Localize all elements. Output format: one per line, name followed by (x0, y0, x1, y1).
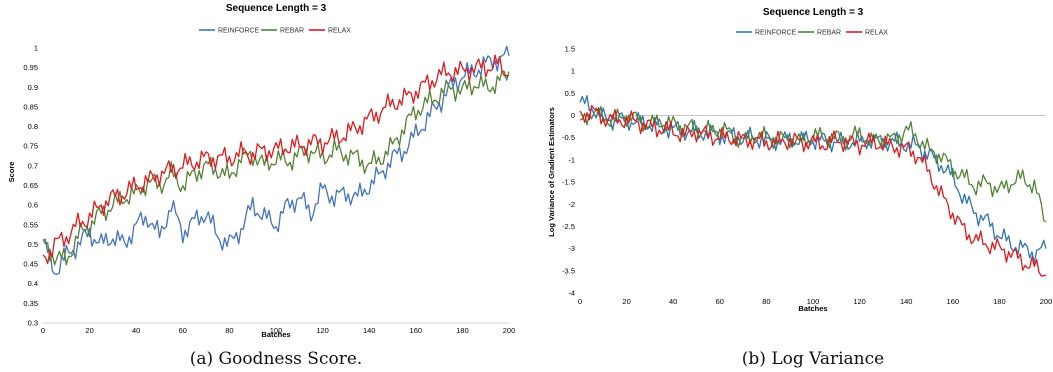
x-tick-label: 200 (503, 326, 516, 335)
x-tick-label: 160 (410, 326, 423, 335)
x-tick-label: 200 (1040, 297, 1053, 306)
y-tick-label: -2 (568, 200, 575, 209)
y-tick-label: -1 (568, 155, 575, 164)
y-tick-label: 1 (34, 44, 38, 53)
x-tick-label: 60 (179, 326, 187, 335)
x-tick-label: 100 (807, 297, 820, 306)
x-tick-label: 20 (622, 297, 630, 306)
series-line-relax (42, 54, 510, 265)
series-line-reinforce (42, 45, 510, 275)
y-tick-label: -4 (568, 289, 575, 298)
y-tick-labels: -4 -3.5 -3 -2.5 -2 -1.5 -1 -0.5 0 0.5 1 1.5 (562, 45, 575, 298)
y-tick-label: -2.5 (562, 222, 575, 231)
y-tick-label: -3 (568, 244, 575, 253)
chart-title: Sequence Length = 3 (763, 7, 864, 18)
legend: REINFORCE REBAR RELAX (736, 30, 888, 37)
series-line-rebar (42, 70, 510, 266)
x-tick-labels: 0 20 40 60 80 100 120 140 160 180 200 (578, 297, 1052, 306)
x-tick-label: 140 (900, 297, 913, 306)
y-tick-label: 0.3 (28, 319, 38, 328)
y-tick-label: 0.5 (28, 240, 38, 249)
x-tick-label: 160 (947, 297, 960, 306)
y-axis-label: Score (7, 162, 16, 183)
legend-reinforce-label: REINFORCE (755, 30, 797, 37)
y-tick-label: 0.75 (23, 142, 38, 151)
y-tick-label: 0.95 (23, 63, 38, 72)
y-tick-label: 1 (571, 67, 575, 76)
x-tick-label: 0 (41, 326, 45, 335)
x-tick-label: 60 (716, 297, 724, 306)
legend-reinforce-label: REINFORCE (218, 28, 260, 35)
y-tick-labels: 0.3 0.35 0.4 0.45 0.5 0.55 0.6 0.65 0.7 0.75 0.8 0.… (23, 44, 38, 328)
series-line-reinforce (579, 95, 1047, 264)
y-tick-label: 0.55 (23, 220, 38, 229)
y-tick-label: -3.5 (562, 266, 575, 275)
y-tick-label: 0.7 (28, 161, 38, 170)
y-axis-label: Log Variance of Gradient Estimators (547, 107, 556, 237)
x-tick-label: 20 (85, 326, 93, 335)
chart-goodness-score: Sequence Length = 3 REINFORCE REBAR RELAX … (7, 3, 515, 369)
x-tick-labels: 0 20 40 60 80 100 120 140 160 180 200 (41, 326, 515, 335)
y-tick-label: -1.5 (562, 178, 575, 187)
legend-relax-label: RELAX (865, 30, 888, 37)
y-tick-label: 0.5 (565, 89, 575, 98)
legend-rebar-label: REBAR (817, 30, 841, 37)
x-tick-label: 140 (363, 326, 376, 335)
y-tick-label: 0 (571, 111, 575, 120)
legend-rebar-label: REBAR (280, 28, 304, 35)
legend-relax-label: RELAX (328, 28, 351, 35)
x-tick-label: 80 (225, 326, 233, 335)
series-lines (42, 45, 510, 275)
y-tick-label: -0.5 (562, 133, 575, 142)
x-tick-label: 180 (456, 326, 469, 335)
x-tick-label: 120 (316, 326, 329, 335)
y-tick-label: 0.9 (28, 83, 38, 92)
series-line-rebar (579, 105, 1047, 223)
y-tick-label: 0.65 (23, 181, 38, 190)
caption: (b) Log Variance (742, 349, 884, 369)
x-tick-label: 180 (993, 297, 1006, 306)
x-tick-label: 80 (762, 297, 770, 306)
x-tick-label: 40 (132, 326, 140, 335)
chart-log-variance: Sequence Length = 3 REINFORCE REBAR RELAX … (547, 7, 1052, 369)
y-tick-label: 0.35 (23, 299, 38, 308)
series-lines (579, 95, 1047, 277)
chart-title: Sequence Length = 3 (226, 3, 327, 14)
y-tick-label: 0.85 (23, 102, 38, 111)
y-tick-label: 1.5 (565, 45, 575, 54)
legend: REINFORCE REBAR RELAX (199, 28, 351, 35)
x-tick-label: 100 (270, 326, 283, 335)
x-tick-label: 40 (669, 297, 677, 306)
series-line-relax (579, 105, 1047, 277)
y-tick-label: 0.4 (28, 279, 38, 288)
x-tick-label: 120 (853, 297, 866, 306)
y-tick-label: 0.8 (28, 122, 38, 131)
y-tick-label: 0.45 (23, 260, 38, 269)
y-tick-label: 0.6 (28, 201, 38, 210)
caption: (a) Goodness Score. (190, 349, 363, 369)
x-tick-label: 0 (578, 297, 582, 306)
x-axis-label: Batches (798, 304, 827, 313)
x-axis-label: Batches (261, 330, 290, 339)
